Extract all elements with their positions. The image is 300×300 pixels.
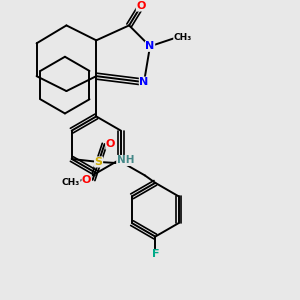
Text: N: N (140, 77, 149, 87)
Text: O: O (106, 139, 115, 149)
Text: N: N (146, 41, 154, 51)
Text: CH₃: CH₃ (62, 178, 80, 187)
Text: CH₃: CH₃ (174, 33, 192, 42)
Text: O: O (136, 1, 146, 11)
Text: F: F (152, 250, 159, 260)
Text: O: O (82, 175, 91, 185)
Text: S: S (94, 157, 103, 167)
Text: NH: NH (117, 155, 134, 166)
